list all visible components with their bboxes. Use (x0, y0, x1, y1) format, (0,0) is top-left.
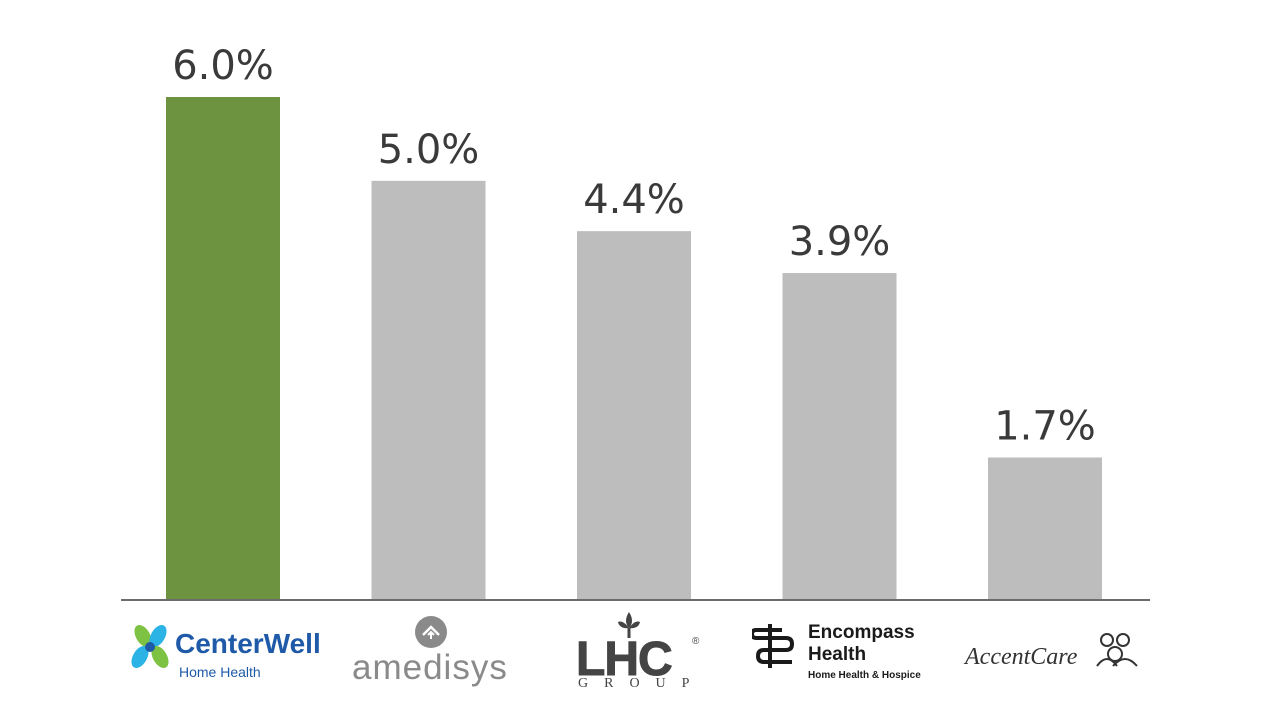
amedisys-name: amedisys (352, 648, 508, 687)
bar-4 (782, 273, 897, 600)
lhc-registered: ® (692, 636, 700, 647)
centerwell-sub: Home Health (179, 664, 261, 680)
accentcare-logo: AccentCare (965, 610, 1145, 700)
encompass-name-2: Health (808, 644, 867, 665)
encompass-name-1: Encompass (808, 622, 915, 643)
value-label-3: 4.4% (583, 177, 685, 223)
value-label-5: 1.7% (994, 403, 1096, 449)
centerwell-name: CenterWell (175, 628, 321, 659)
bars (166, 97, 1102, 601)
bar-3 (577, 231, 691, 600)
lhc-name: LHC (576, 633, 674, 687)
house-circle-icon (415, 616, 447, 648)
value-label-4: 3.9% (789, 219, 891, 265)
value-labels: 6.0% 5.0% 4.4% 3.9% 1.7% (172, 43, 1096, 449)
fleur-de-lis-icon (618, 612, 640, 638)
accentcare-name: AccentCare (965, 644, 1078, 670)
value-label-1: 6.0% (172, 43, 274, 89)
value-label-2: 5.0% (378, 127, 480, 173)
bar-5 (988, 457, 1102, 600)
lhc-sub: GROUP (578, 676, 706, 691)
encompass-health-logo: Encompass Health Home Health & Hospice (752, 610, 952, 700)
bar-1 (166, 97, 280, 600)
encompass-mark-icon (752, 624, 795, 668)
people-rings-icon (1096, 633, 1138, 667)
encompass-sub: Home Health & Hospice (808, 670, 921, 681)
bar-2 (371, 180, 486, 601)
amedisys-logo: amedisys (352, 610, 512, 700)
lhc-group-logo: LHC ® GROUP (576, 610, 706, 700)
flower-icon (131, 625, 169, 668)
centerwell-logo: CenterWell Home Health (125, 610, 335, 700)
